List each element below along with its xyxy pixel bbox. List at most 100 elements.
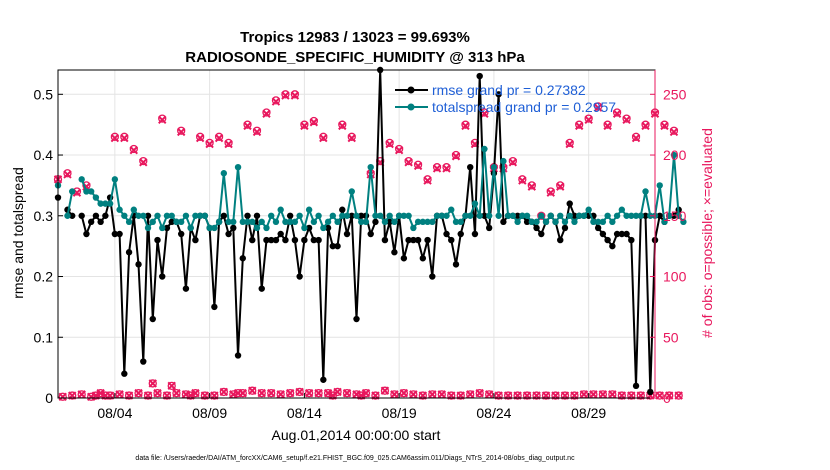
obs-evaluated-point	[574, 121, 584, 131]
rmse-point	[452, 261, 460, 268]
obs-evaluated-point	[409, 390, 418, 399]
totalspread-point	[87, 188, 95, 195]
obs-evaluated-stroke	[158, 115, 167, 125]
rmse-point	[305, 224, 313, 232]
rmse-point	[97, 218, 104, 226]
obs-possible-point	[290, 90, 300, 99]
obs-possible-point	[503, 391, 513, 400]
obs-evaluated-stroke	[285, 388, 295, 398]
rmse-point	[220, 212, 228, 219]
obs-possible-point	[541, 391, 551, 400]
obs-evaluated-point	[423, 176, 432, 185]
obs-evaluated-stroke	[267, 388, 276, 398]
obs-evaluated-stroke	[518, 176, 527, 185]
obs-possible-point	[461, 120, 470, 129]
rmse-point	[424, 236, 431, 244]
obs-possible-point	[522, 391, 532, 400]
totalspread-point	[348, 188, 355, 195]
rmse-point	[258, 285, 265, 292]
totalspread-point	[92, 194, 100, 201]
obs-evaluated-point	[598, 390, 608, 399]
obs-evaluated-point	[248, 386, 257, 395]
legend-totalspread: totalspread grand pr = 0.2957	[432, 99, 616, 115]
obs-evaluated-point	[290, 91, 300, 100]
rmse-point	[609, 242, 616, 250]
rmse-point	[329, 242, 337, 250]
rmse-point	[83, 230, 90, 238]
obs-evaluated-point	[172, 388, 181, 398]
obs-evaluated-stroke	[593, 103, 603, 112]
obs-evaluated-stroke	[527, 182, 537, 191]
obs-evaluated-point	[390, 390, 399, 399]
rmse-point	[239, 255, 246, 262]
obs-evaluated-point	[58, 392, 67, 401]
totalspread-point	[173, 218, 180, 226]
rmse-point	[87, 218, 95, 226]
obs-evaluated-stroke	[191, 388, 200, 398]
obs-evaluated-point	[319, 133, 328, 143]
totalspread-point	[301, 224, 308, 232]
rmse-point	[476, 72, 483, 80]
totalspread-point	[495, 212, 502, 219]
obs-evaluated-stroke	[243, 121, 252, 131]
rmse-point	[656, 212, 663, 219]
rmse-point	[192, 236, 199, 244]
totalspread-point	[485, 212, 493, 219]
obs-evaluated-point	[148, 379, 157, 388]
rmse-point	[632, 382, 640, 390]
totalspread-point	[187, 224, 194, 232]
rmse-point	[324, 224, 332, 232]
totalspread-point	[438, 212, 445, 219]
rmse-point	[429, 273, 436, 280]
x-tick-label: 08/24	[476, 405, 511, 421]
obs-evaluated-point	[238, 388, 247, 398]
obs-evaluated-stroke	[603, 121, 612, 131]
rmse-point	[211, 303, 218, 311]
obs-possible-point	[162, 391, 172, 400]
obs-evaluated-point	[674, 391, 683, 400]
y-left-tick-label: 0.5	[34, 86, 54, 102]
obs-possible-point	[295, 387, 304, 397]
obs-possible-point	[394, 144, 404, 154]
obs-evaluated-stroke	[153, 388, 162, 398]
rmse-point	[386, 218, 393, 226]
totalspread-point	[286, 218, 294, 226]
obs-evaluated-point	[214, 133, 224, 143]
totalspread-point	[675, 212, 682, 219]
obs-evaluated-point	[442, 164, 451, 173]
rmse-point	[320, 376, 327, 383]
obs-evaluated-point	[110, 133, 120, 143]
obs-possible-point	[252, 126, 262, 135]
obs-evaluated-stroke	[252, 127, 262, 137]
obs-possible-point	[304, 388, 314, 398]
x-axis: 08/04 08/09 08/14 08/19 08/24 08/29	[97, 393, 606, 421]
x-tick-label: 08/04	[97, 405, 132, 421]
rmse-point	[315, 236, 322, 244]
obs-evaluated-stroke	[480, 109, 489, 118]
totalspread-point	[590, 218, 597, 226]
obs-evaluated-point	[224, 139, 233, 149]
y-left-tick-label: 0.3	[34, 208, 54, 224]
obs-possible-point	[622, 114, 631, 123]
totalspread-point	[575, 212, 583, 219]
obs-possible-point	[319, 132, 328, 141]
obs-evaluated-point	[158, 115, 167, 125]
obs-evaluated-stroke	[437, 390, 446, 399]
totalspread-point	[433, 212, 441, 219]
y-right-tick-label: 100	[663, 269, 687, 285]
totalspread-point	[258, 218, 265, 226]
totalspread-point	[159, 224, 166, 232]
obs-evaluated-stroke	[598, 390, 608, 399]
obs-evaluated-point	[323, 388, 333, 398]
totalspread-point	[523, 212, 531, 219]
obs-evaluated-point	[593, 103, 603, 112]
obs-evaluated-stroke	[205, 139, 214, 149]
obs-evaluated-point	[252, 127, 262, 137]
totalspread-point	[457, 218, 464, 226]
obs-possible-point	[243, 120, 252, 129]
rmse-point	[571, 212, 578, 219]
obs-evaluated-stroke	[584, 115, 593, 125]
rmse-point	[230, 224, 237, 232]
rmse-point	[623, 230, 630, 238]
totalspread-point	[296, 212, 303, 219]
